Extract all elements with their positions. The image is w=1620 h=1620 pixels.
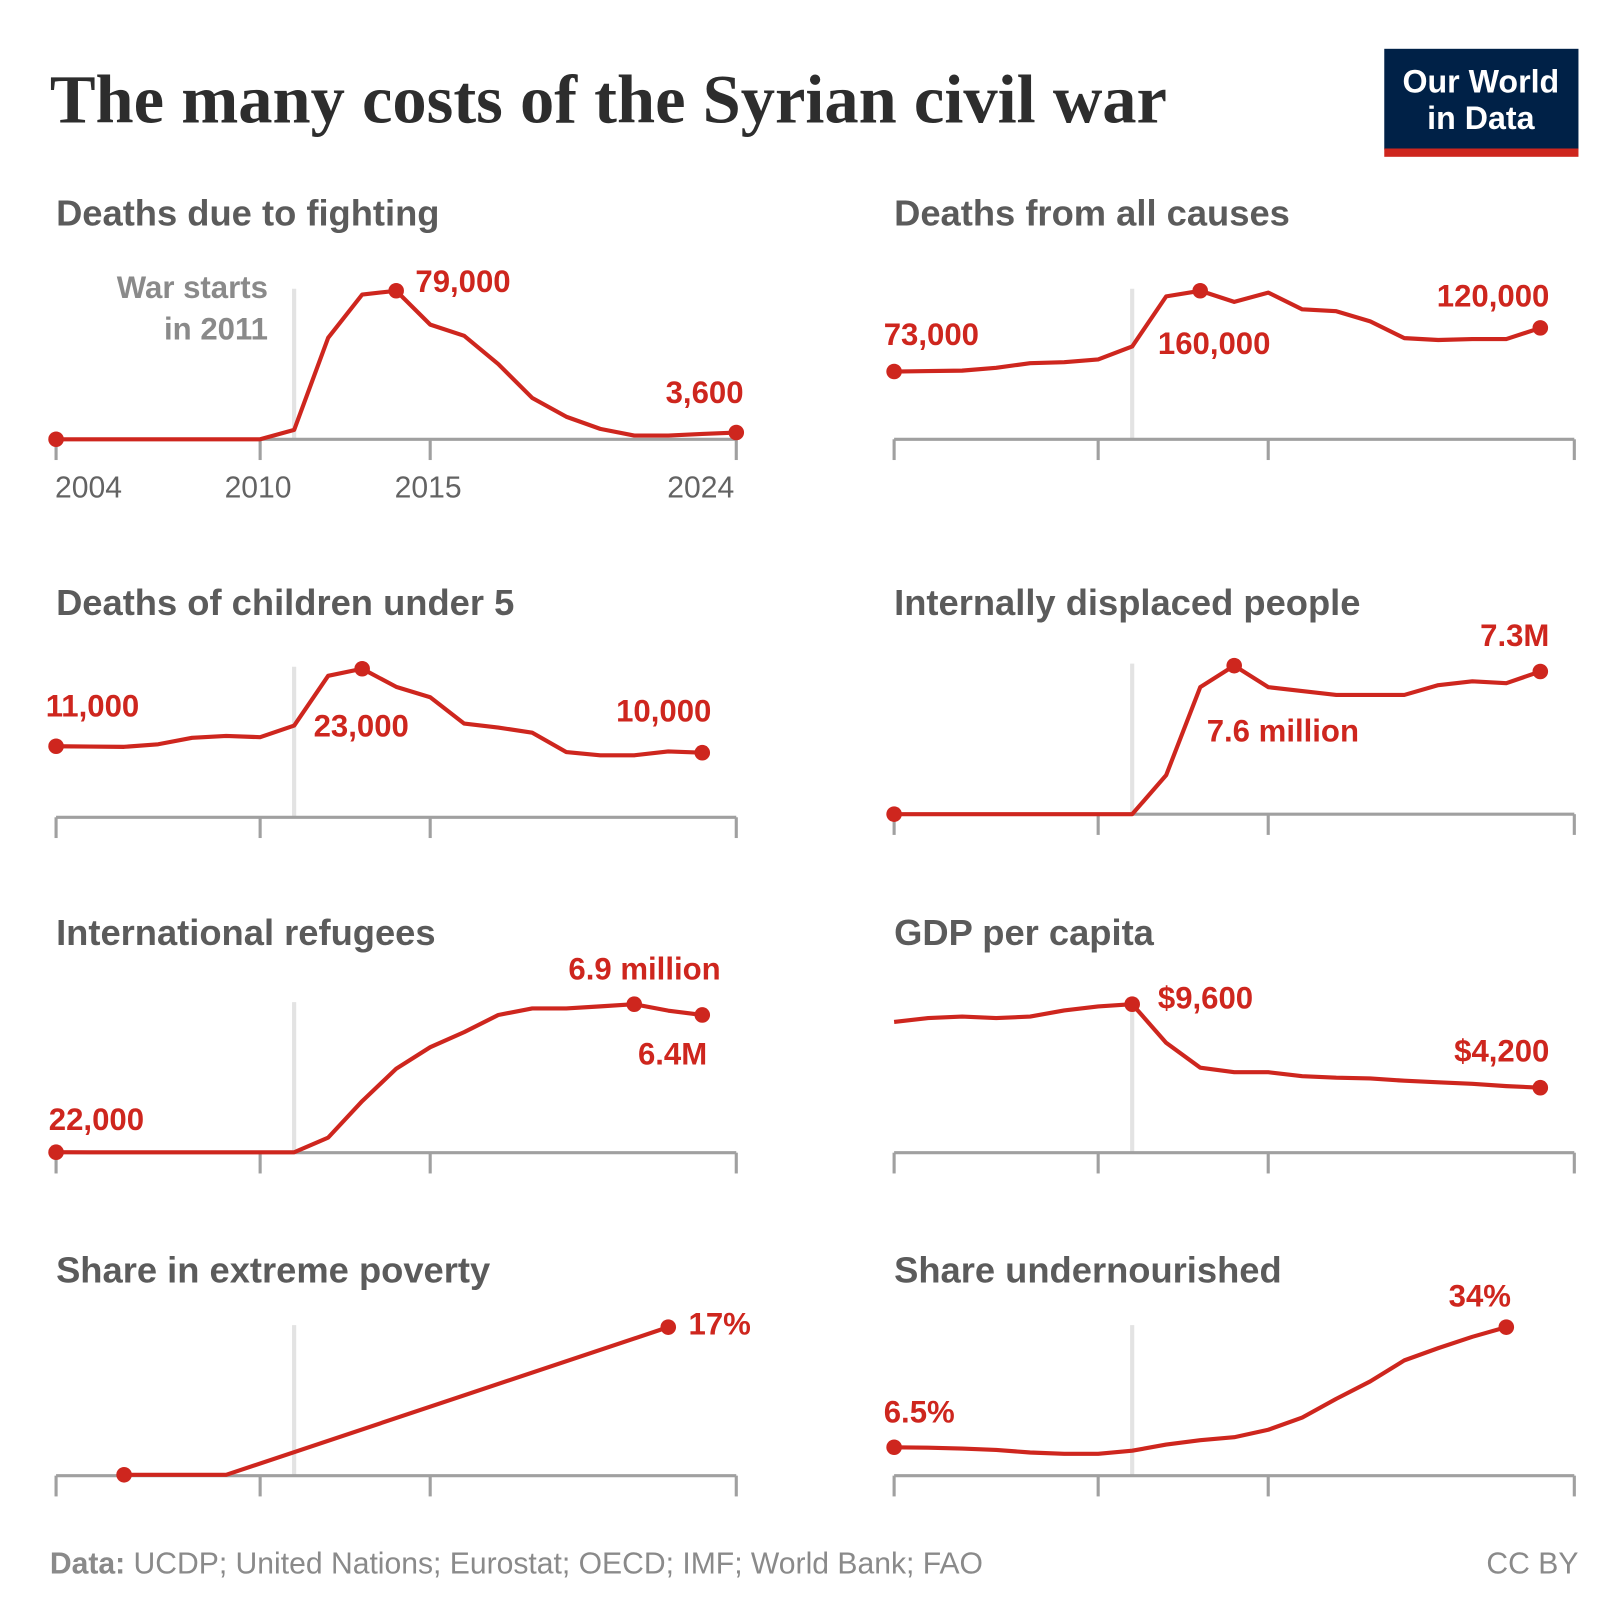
x-tick-label: 2004 xyxy=(55,471,122,504)
panel-deaths-of-children-under-5: Deaths of children under 5 11,000 23,000 10… xyxy=(46,582,738,839)
panel-title: Deaths due to fighting xyxy=(56,192,439,233)
series-line xyxy=(56,1002,703,1155)
data-label: 6.5% xyxy=(884,1395,955,1430)
data-label: $4,200 xyxy=(1454,1033,1549,1068)
panel-title: GDP per capita xyxy=(894,912,1155,953)
highlight-dot xyxy=(48,1144,64,1161)
data-label: 160,000 xyxy=(1158,326,1271,361)
panel-title: International refugees xyxy=(56,912,436,953)
panel-share-in-extreme-poverty: Share in extreme poverty 17% xyxy=(54,1250,751,1497)
figure-title: The many costs of the Syrian civil war xyxy=(50,62,1167,138)
highlight-dot xyxy=(1124,996,1140,1012)
x-tick-label: 2024 xyxy=(667,471,734,504)
highlight-dot xyxy=(116,1466,132,1483)
data-label: $9,600 xyxy=(1158,980,1253,1015)
panel-title: Share in extreme poverty xyxy=(56,1250,491,1291)
data-label: 17% xyxy=(689,1306,751,1341)
panel-internally-displaced-people: Internally displaced people 7.6 million 7.… xyxy=(886,582,1576,835)
panel-title: Internally displaced people xyxy=(894,582,1360,623)
highlight-dot xyxy=(48,431,64,448)
panel-deaths-due-to-fighting: Deaths due to fighting 2004 2010 2015 2024 Wa… xyxy=(48,192,745,504)
series-line xyxy=(124,1325,669,1477)
highlight-dot xyxy=(886,806,902,822)
highlight-dot xyxy=(728,424,745,441)
series-line xyxy=(894,1325,1507,1456)
data-label: 3,600 xyxy=(666,375,744,410)
x-tick-label: 2015 xyxy=(395,471,462,504)
panel-gdp-per-capita: GDP per capita$9,600 $4,200 xyxy=(892,912,1576,1174)
footer-sources: Data: UCDP; United Nations; Eurostat; OE… xyxy=(50,1547,983,1580)
highlight-dot xyxy=(1192,282,1208,299)
highlight-dot xyxy=(48,738,64,755)
logo-line1: Our World xyxy=(1402,63,1559,99)
data-label: 10,000 xyxy=(616,694,711,729)
highlight-dot xyxy=(388,282,404,299)
highlight-dot xyxy=(694,744,711,761)
highlight-dot xyxy=(886,363,902,380)
panel-deaths-from-all-causes: Deaths from all causes 73,000 160,000 120,0… xyxy=(884,192,1576,461)
logo-accent-bar xyxy=(1384,148,1579,157)
war-start-annotation: War starts xyxy=(117,270,268,305)
highlight-dot xyxy=(1532,663,1549,680)
panel-share-undernourished: Share undernourished 34% 6.5% xyxy=(884,1250,1576,1497)
data-label: 11,000 xyxy=(46,689,140,724)
data-label: 79,000 xyxy=(415,264,510,299)
highlight-dot xyxy=(626,996,643,1012)
series-line xyxy=(894,663,1542,817)
x-tick-label: 2010 xyxy=(225,471,292,504)
war-start-annotation: in 2011 xyxy=(164,312,268,347)
highlight-dot xyxy=(660,1319,677,1335)
panel-international-refugees: International refugees 6.9 million 6.4M 22,… xyxy=(48,912,738,1174)
highlight-dot xyxy=(1532,320,1549,336)
highlight-dot xyxy=(886,1439,902,1456)
highlight-dot xyxy=(1498,1319,1515,1335)
series-line xyxy=(894,288,1541,374)
data-label: 23,000 xyxy=(314,708,409,743)
series-line xyxy=(56,666,703,758)
data-label: 22,000 xyxy=(49,1102,144,1137)
data-label: 6.4M xyxy=(638,1036,707,1071)
footer-data-label: Data: xyxy=(50,1547,125,1580)
data-label: 34% xyxy=(1449,1278,1511,1313)
panel-title: Deaths from all causes xyxy=(894,192,1290,233)
logo-background xyxy=(1384,48,1579,150)
data-label: 120,000 xyxy=(1437,278,1550,313)
series-line xyxy=(893,1002,1541,1090)
highlight-dot xyxy=(694,1007,711,1023)
owid-logo: Our World in Data xyxy=(1384,48,1579,157)
highlight-dot xyxy=(354,660,370,677)
data-label: 6.9 million xyxy=(568,951,720,986)
series-line xyxy=(56,288,737,442)
footer-license: CC BY xyxy=(1486,1547,1578,1580)
data-label: 73,000 xyxy=(884,317,979,352)
data-label: 7.3M xyxy=(1480,618,1549,653)
panel-title: Deaths of children under 5 xyxy=(56,582,514,623)
panel-title: Share undernourished xyxy=(894,1250,1282,1291)
logo-line2: in Data xyxy=(1427,100,1535,136)
highlight-dot xyxy=(1532,1079,1549,1096)
data-label: 7.6 million xyxy=(1207,713,1359,748)
footer-source-list: UCDP; United Nations; Eurostat; OECD; IM… xyxy=(125,1547,983,1580)
highlight-dot xyxy=(1226,657,1242,674)
